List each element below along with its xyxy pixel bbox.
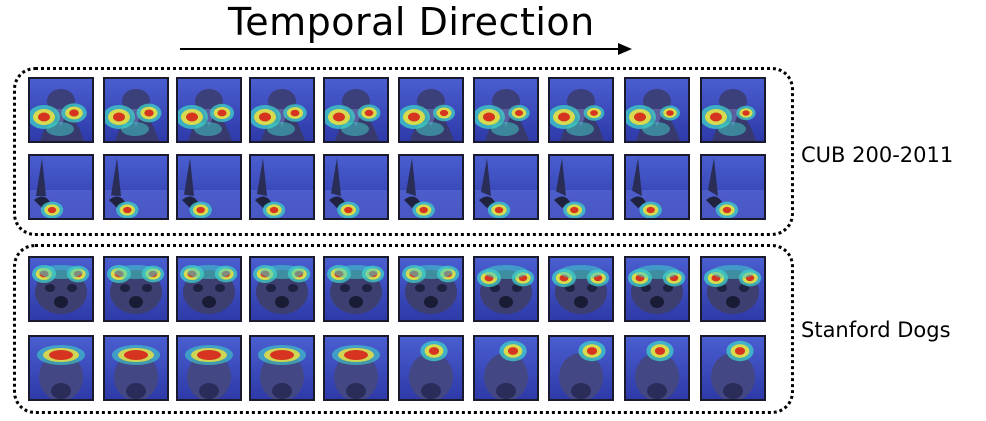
bird-heatmap-frame [548,154,614,220]
bird-heatmap-frame [249,77,315,143]
bird-heatmap-frame [548,77,614,143]
dog-heatmap-frame [103,256,169,322]
bird-heatmap-frame [28,77,94,143]
dog-heatmap-frame [28,256,94,322]
bird-heatmap-frame [398,154,464,220]
bird-heatmap-frame [473,154,539,220]
bird-heatmap-frame [398,77,464,143]
dog-heatmap-frame [176,335,242,401]
dog-heatmap-frame [28,335,94,401]
dog-heatmap-frame [398,335,464,401]
dog-heatmap-frame [700,256,766,322]
cub-dataset-label: CUB 200-2011 [801,143,954,167]
bird-heatmap-frame [103,154,169,220]
dog-heatmap-frame [548,335,614,401]
dog-heatmap-frame [323,256,389,322]
diagram-title: Temporal Direction [228,0,595,44]
bird-heatmap-frame [176,77,242,143]
cub-group-frame [13,67,794,236]
dog-heatmap-frame [548,256,614,322]
dog-heatmap-frame [624,335,690,401]
dog-heatmap-frame [249,335,315,401]
dog-heatmap-frame [176,256,242,322]
dog-heatmap-frame [323,335,389,401]
bird-heatmap-frame [323,154,389,220]
bird-heatmap-frame [176,154,242,220]
dogs-group-frame [13,244,794,414]
bird-heatmap-frame [624,154,690,220]
dogs-dataset-label: Stanford Dogs [801,318,951,342]
dog-heatmap-frame [473,335,539,401]
bird-heatmap-frame [103,77,169,143]
bird-heatmap-frame [249,154,315,220]
bird-heatmap-frame [28,154,94,220]
bird-heatmap-frame [624,77,690,143]
bird-heatmap-frame [473,77,539,143]
bird-heatmap-frame [700,77,766,143]
dog-heatmap-frame [473,256,539,322]
bird-heatmap-frame [700,154,766,220]
dog-heatmap-frame [398,256,464,322]
temporal-arrow-icon [180,43,632,55]
dog-heatmap-frame [624,256,690,322]
dog-heatmap-frame [249,256,315,322]
dog-heatmap-frame [103,335,169,401]
bird-heatmap-frame [323,77,389,143]
dog-heatmap-frame [700,335,766,401]
